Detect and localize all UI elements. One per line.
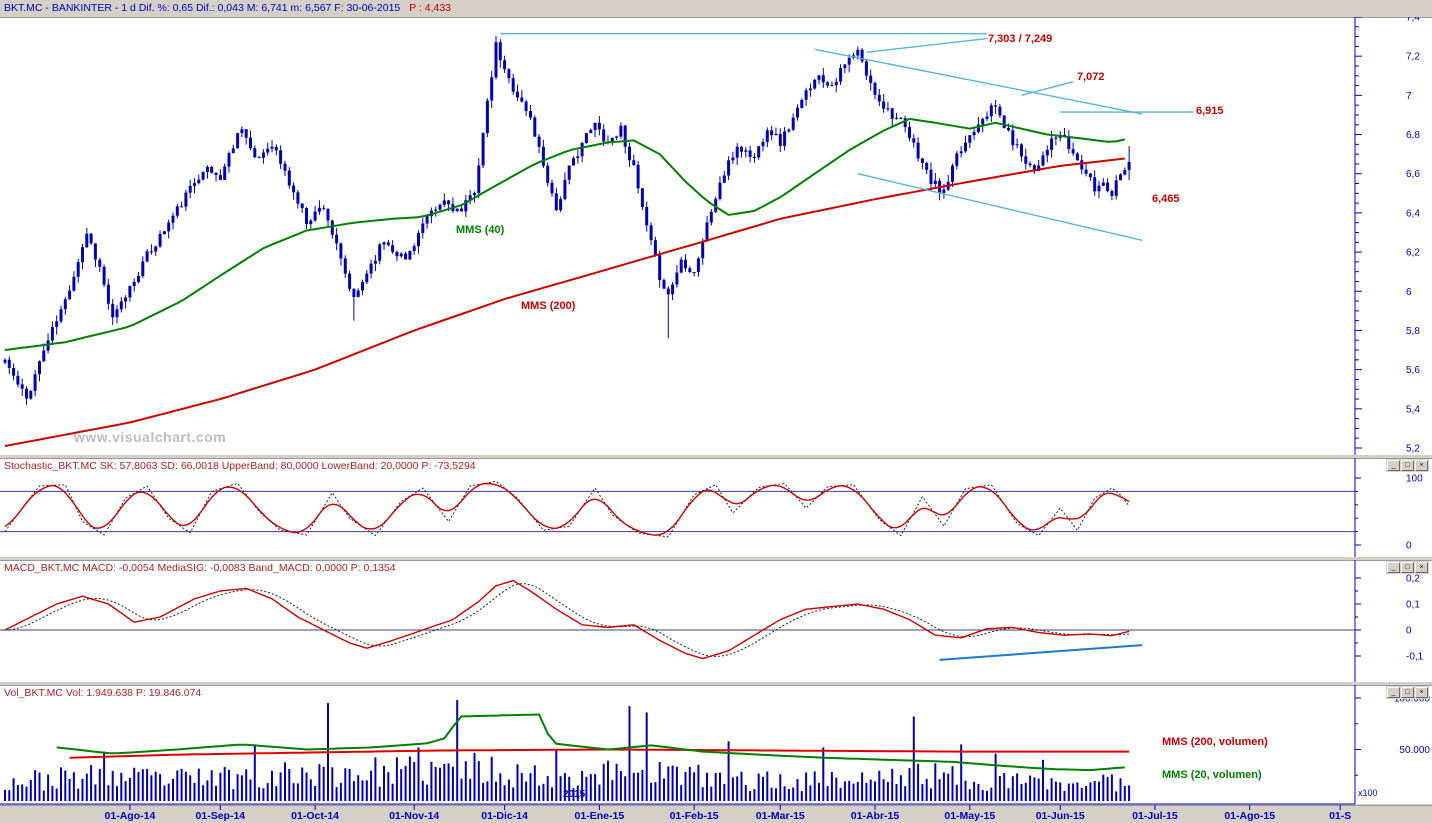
volume-header: Vol_BKT.MC Vol: 1.949.638 P: 19.846.074 — [4, 687, 202, 699]
maximize-button[interactable]: □ — [1401, 460, 1414, 471]
annotation-support-6465: 6,465 — [1152, 193, 1180, 205]
stochastic-panel — [0, 458, 1432, 557]
time-axis[interactable] — [0, 805, 1432, 823]
minimize-button[interactable]: _ — [1387, 562, 1400, 573]
volume-mms200-label: MMS (200, volumen) — [1162, 736, 1268, 748]
price-panel — [0, 17, 1432, 455]
macd-header: MACD_BKT.MC MACD: -0,0054 MediaSIG: -0,0… — [4, 562, 396, 574]
stochastic-header: Stochastic_BKT.MC SK: 57,8063 SD: 66,001… — [4, 460, 476, 472]
volume-unit-label: x100 — [1358, 788, 1378, 798]
mms40-label: MMS (40) — [456, 224, 505, 236]
chart-header: BKT.MC - BANKINTER - 1 d Dif. %: 0,65 Di… — [0, 0, 1432, 17]
close-button[interactable]: × — [1415, 460, 1428, 471]
volume-mms20-label: MMS (20, volumen) — [1162, 769, 1262, 781]
stochastic-panel-controls: _ □ × — [1386, 459, 1429, 472]
minimize-button[interactable]: _ — [1387, 687, 1400, 698]
macd-panel-controls: _ □ × — [1386, 561, 1429, 574]
year-label: 2015 — [563, 789, 586, 800]
close-button[interactable]: × — [1415, 687, 1428, 698]
mms200-label: MMS (200) — [521, 300, 576, 312]
annotation-resistance-7072: 7,072 — [1077, 71, 1105, 83]
instrument-info: BKT.MC - BANKINTER - 1 d Dif. %: 0,65 Di… — [4, 2, 401, 14]
maximize-button[interactable]: □ — [1401, 687, 1414, 698]
maximize-button[interactable]: □ — [1401, 562, 1414, 573]
volume-panel-controls: _ □ × — [1386, 686, 1429, 699]
close-button[interactable]: × — [1415, 562, 1428, 573]
annotation-resistance-6915: 6,915 — [1196, 105, 1224, 117]
macd-panel — [0, 560, 1432, 682]
annotation-peaks: 7,303 / 7,249 — [988, 33, 1053, 45]
watermark: www.visualchart.com — [74, 429, 227, 445]
minimize-button[interactable]: _ — [1387, 460, 1400, 471]
header-price-field: P : 4,433 — [409, 2, 452, 14]
